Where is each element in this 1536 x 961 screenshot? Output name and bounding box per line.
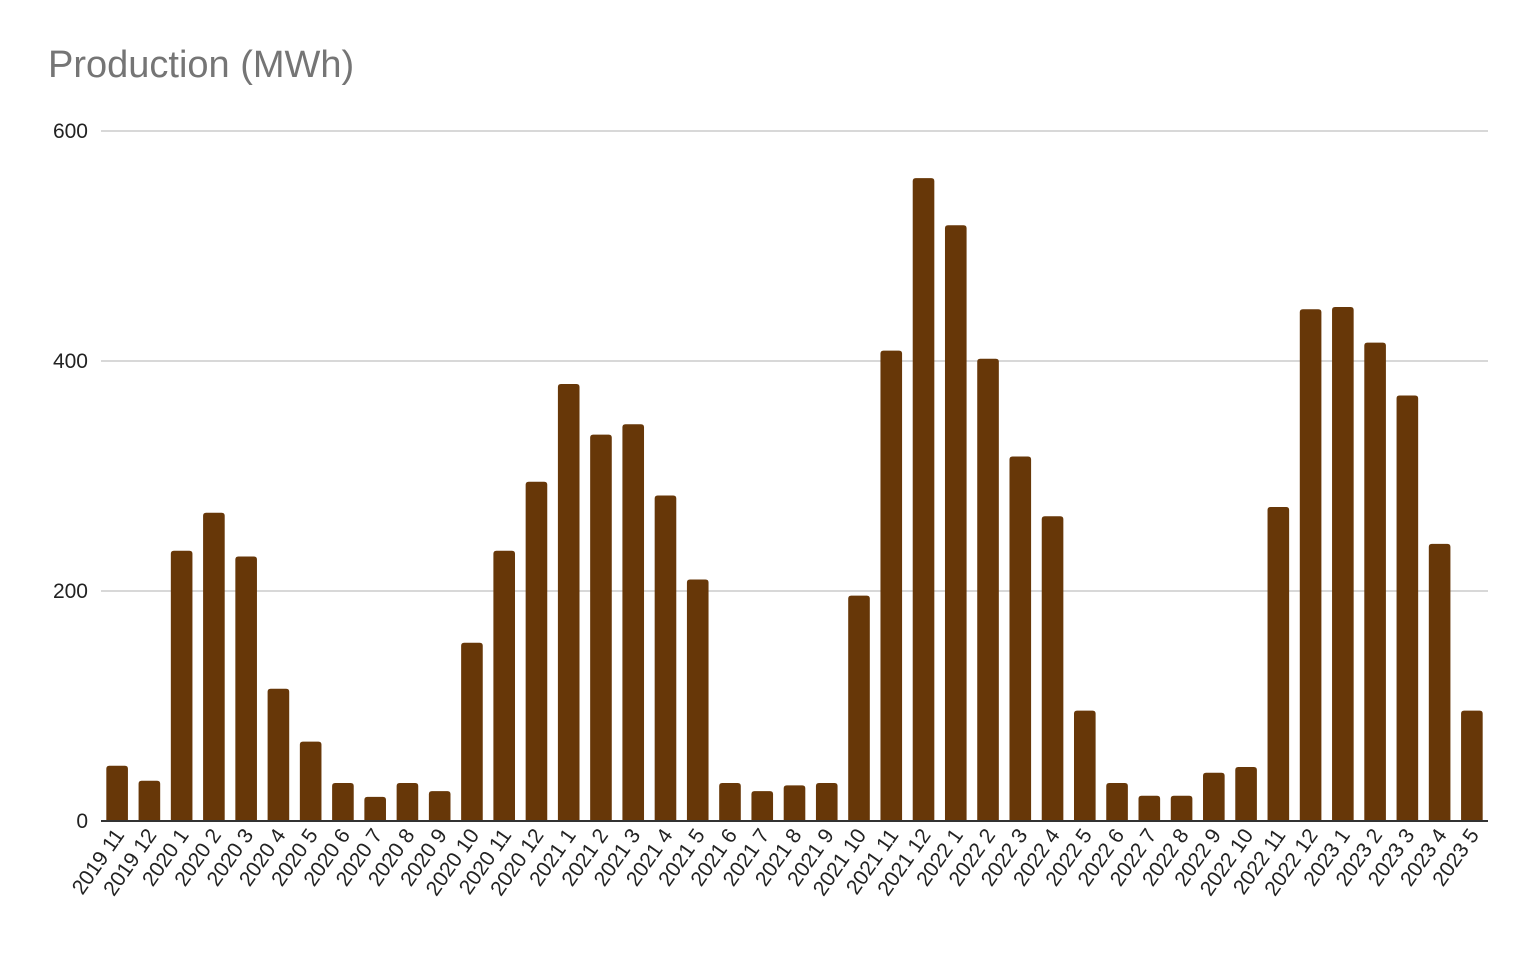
y-tick-label: 200 <box>53 580 88 603</box>
bar <box>1106 783 1128 821</box>
bar <box>1428 543 1451 821</box>
bar <box>461 642 483 821</box>
bar <box>203 512 225 821</box>
bar <box>686 579 709 821</box>
bar <box>1203 772 1225 821</box>
bar <box>170 550 193 821</box>
bar <box>880 350 903 821</box>
bar <box>1364 342 1386 821</box>
bar <box>557 384 580 821</box>
bar <box>364 796 386 821</box>
bar <box>912 178 935 821</box>
bar <box>815 783 838 821</box>
bar <box>751 791 774 821</box>
bar <box>299 741 322 821</box>
bars <box>106 178 1483 822</box>
bar <box>525 481 548 821</box>
bar <box>977 358 999 821</box>
bar <box>235 556 257 821</box>
bar <box>138 780 161 821</box>
gridlines <box>101 130 1488 592</box>
bar <box>590 434 612 821</box>
y-tick-label: 600 <box>53 120 88 143</box>
bar <box>428 791 451 821</box>
bar <box>1170 795 1193 821</box>
bar <box>1073 710 1096 821</box>
bar <box>396 783 419 821</box>
y-tick-label: 400 <box>53 350 88 373</box>
bar <box>1267 507 1290 821</box>
bar <box>848 595 870 821</box>
bar <box>1332 306 1354 821</box>
bar <box>1396 395 1419 821</box>
y-axis-tick-labels: 0 200 400 600 <box>53 120 88 833</box>
bar <box>1041 516 1064 821</box>
y-tick-label: 0 <box>76 810 88 833</box>
bar <box>1009 456 1032 821</box>
bar <box>944 225 967 822</box>
bar <box>1299 309 1322 821</box>
bar <box>1235 766 1257 821</box>
bar <box>622 424 645 821</box>
chart-title: Production (MWh) <box>48 44 355 86</box>
bar <box>719 783 741 821</box>
bar <box>106 765 128 821</box>
bar <box>1461 710 1483 821</box>
bar <box>267 688 290 821</box>
bar <box>654 495 677 821</box>
bar <box>783 785 806 821</box>
bar <box>332 783 354 821</box>
bar <box>493 550 516 821</box>
bar <box>1138 795 1161 821</box>
